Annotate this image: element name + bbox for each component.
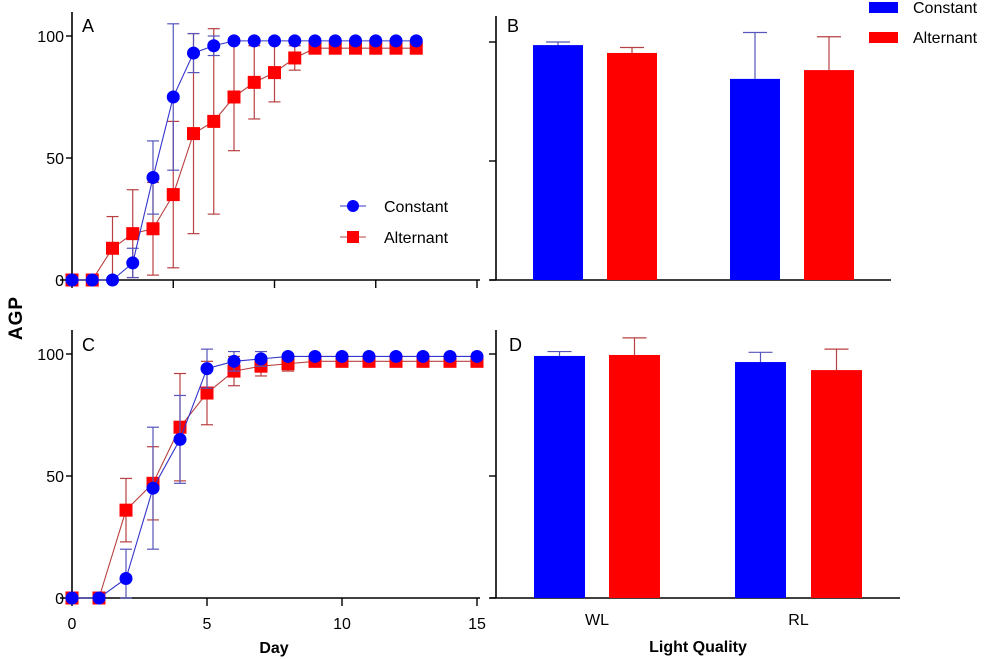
legend-swatch-alternant — [869, 32, 898, 43]
data-point-constant — [349, 34, 362, 48]
series-line-constant — [72, 40, 417, 281]
panel-c: 0 50 100 0 5 10 15 — [37, 330, 486, 633]
data-point-constant — [443, 349, 457, 363]
panel-label-d: D — [509, 335, 522, 355]
data-point-constant — [389, 34, 403, 48]
panel-label-b: B — [507, 16, 519, 36]
data-point-constant — [335, 349, 349, 363]
data-point-constant — [65, 273, 79, 287]
legend-swatch-constant — [869, 2, 898, 13]
data-point-constant — [328, 34, 342, 48]
data-point-constant — [369, 34, 383, 48]
data-point-constant — [308, 349, 322, 363]
data-point-alternant — [247, 75, 261, 89]
data-point-constant — [126, 256, 140, 270]
y-axis-title: AGP — [6, 296, 27, 340]
legend-label-alternant: Alternant — [384, 230, 449, 247]
y-tick-label-c: 100 — [37, 347, 64, 364]
series-line-alternant — [72, 360, 477, 599]
data-point-alternant — [288, 51, 302, 65]
data-point-alternant — [207, 114, 221, 128]
legend-label-constant-b: Constant — [913, 0, 978, 17]
data-point-alternant — [119, 503, 133, 517]
data-point-constant — [254, 352, 268, 366]
data-point-alternant — [146, 222, 160, 236]
data-point-constant — [207, 39, 221, 53]
panel-label-c: C — [82, 335, 95, 355]
panel-d: WL RL — [489, 330, 900, 629]
data-point-constant — [119, 571, 133, 585]
bar-wl-alternant — [607, 52, 657, 280]
data-point-constant — [247, 34, 261, 48]
data-point-alternant — [200, 386, 214, 400]
data-point-alternant — [166, 188, 180, 202]
x-tick-label-c: 5 — [203, 616, 212, 633]
data-point-constant — [281, 349, 295, 363]
y-tick-label-c: 0 — [55, 591, 64, 608]
bar-rl-alternant — [811, 370, 862, 598]
data-point-alternant — [187, 127, 200, 141]
data-point-alternant — [106, 241, 119, 255]
legend-label-constant: Constant — [384, 199, 449, 216]
legend-marker-constant — [347, 200, 359, 212]
data-point-constant — [362, 349, 376, 363]
data-point-alternant — [268, 66, 281, 80]
legend-marker-alternant — [347, 231, 359, 243]
data-point-constant — [416, 349, 430, 363]
data-point-constant — [409, 34, 423, 48]
x-tick-label-c: 15 — [468, 616, 486, 633]
y-tick-label-a: 100 — [37, 29, 64, 46]
data-point-constant — [389, 349, 403, 363]
data-point-constant — [146, 481, 160, 495]
legend-label-alternant-b: Alternant — [913, 30, 978, 47]
y-tick-label-c: 50 — [46, 469, 64, 486]
category-label-wl: WL — [585, 612, 609, 629]
series-line-constant — [72, 355, 477, 599]
y-tick-label-a: 0 — [55, 273, 64, 290]
data-point-alternant — [126, 227, 140, 241]
data-point-constant — [166, 90, 180, 104]
bar-rl-constant — [735, 362, 786, 598]
x-axis-title-day: Day — [259, 640, 288, 657]
data-point-constant — [65, 591, 79, 605]
data-point-alternant — [227, 90, 241, 104]
x-tick-label-c: 0 — [68, 616, 77, 633]
data-point-constant — [308, 34, 322, 48]
bar-wl-alternant — [609, 354, 660, 598]
bar-wl-constant — [534, 355, 585, 598]
x-tick-label-c: 10 — [333, 616, 351, 633]
panel-a: 0 50 100 — [37, 12, 480, 290]
data-point-constant — [106, 273, 119, 287]
data-point-constant — [85, 273, 99, 287]
bar-wl-constant — [533, 45, 583, 281]
legend-panel-b: Constant Alternant — [869, 0, 978, 47]
data-point-constant — [470, 349, 484, 363]
data-point-constant — [173, 432, 187, 446]
bar-rl-alternant — [804, 70, 854, 280]
x-axis-title-light-quality: Light Quality — [649, 639, 747, 656]
series-line-alternant — [72, 47, 417, 281]
data-point-constant — [92, 591, 106, 605]
y-tick-label-a: 50 — [46, 151, 64, 168]
data-point-constant — [288, 34, 302, 48]
legend-panel-a: Constant Alternant — [340, 199, 449, 247]
data-point-constant — [227, 354, 241, 368]
data-point-constant — [146, 171, 160, 185]
data-point-constant — [268, 34, 281, 48]
panel-b — [489, 16, 891, 281]
data-point-constant — [187, 46, 200, 60]
data-point-constant — [227, 34, 241, 48]
panel-label-a: A — [82, 16, 94, 36]
category-label-rl: RL — [788, 612, 809, 629]
data-point-constant — [200, 362, 214, 376]
bar-rl-constant — [730, 78, 780, 280]
